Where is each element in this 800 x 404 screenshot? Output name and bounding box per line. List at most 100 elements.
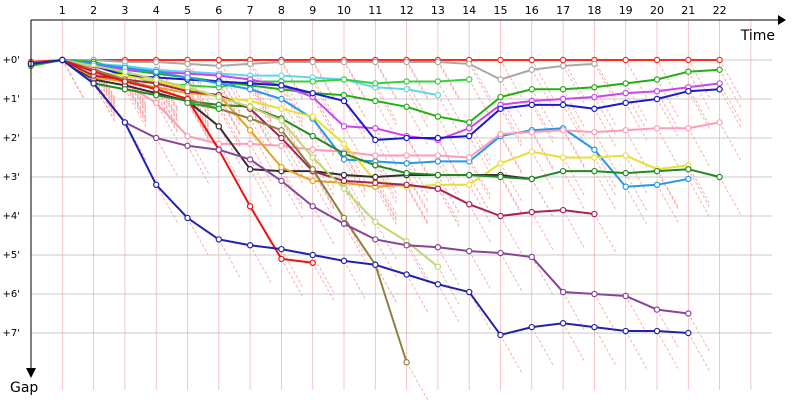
data-point [685,87,692,95]
dashed-connector [187,217,210,258]
data-point [591,146,598,153]
y-tick-label: +6' [3,289,21,300]
data-point [559,126,567,134]
data-point [184,132,191,140]
dashed-connector [343,79,367,119]
data-point [152,86,160,93]
y-axis-arrow [26,368,36,378]
dashed-connector [625,83,648,123]
dashed-connector [719,59,742,100]
data-point [497,105,504,112]
dashed-connector [406,137,429,178]
data-point [528,175,536,183]
dashed-connector [500,215,523,256]
dashed-connector [625,92,648,133]
dashed-connector [468,161,492,201]
dashed-connector [531,131,555,172]
data-point [215,105,222,112]
data-point [653,87,661,95]
data-point [340,214,348,222]
dashed-connector [500,174,523,215]
data-point [278,95,285,103]
dashed-connector [625,172,648,213]
data-point [278,105,285,112]
data-point [309,251,316,259]
data-point [403,58,410,66]
data-point [716,56,723,64]
dashed-connector [155,102,179,143]
data-point [497,76,504,83]
data-point [434,171,442,179]
dashed-connector [594,293,617,334]
data-point [528,148,536,155]
data-point [372,218,379,226]
data-point [152,181,160,188]
dashed-connector [437,284,461,324]
data-point [340,91,348,99]
data-point [152,68,160,75]
data-point [622,152,629,159]
dashed-connector [656,169,680,209]
x-tick-label: 6 [215,4,222,17]
dashed-connector [187,63,210,104]
data-point [622,183,629,190]
dashed-connector [281,180,304,221]
data-point [403,181,410,188]
dashed-connector [625,330,648,371]
dashed-connector [187,100,210,141]
data-point [278,245,285,253]
y-tick-label: +0' [3,55,21,66]
data-point [716,119,723,126]
dashed-connector [343,260,367,301]
data-point [685,310,692,317]
data-point [340,257,348,265]
data-point [309,154,316,161]
dashed-connector [656,330,680,371]
dashed-connector [374,165,398,205]
x-tick-label: 15 [494,4,508,17]
data-point [559,101,567,109]
data-point [528,253,536,261]
data-point [246,115,254,122]
data-point [528,128,536,136]
dashed-connector [531,211,555,252]
x-tick-label: 21 [681,4,695,17]
data-point [278,255,285,263]
data-point [716,80,723,87]
data-point [215,93,222,101]
dashed-connector [312,170,335,211]
dashed-connector [687,87,711,127]
dashed-connector [406,241,429,281]
data-point [559,62,567,70]
data-point [434,152,442,159]
dashed-connector [531,130,555,170]
dashed-connector [406,172,429,213]
dashed-connector [343,126,367,166]
dashed-connector [500,104,523,145]
dashed-connector [249,159,273,199]
x-tick-label: 4 [153,4,160,17]
dashed-connector [61,59,85,100]
data-point [653,125,661,132]
data-point [559,320,567,327]
data-point [152,58,160,66]
data-point [653,306,661,313]
data-point [59,56,66,64]
data-point [622,327,629,335]
dashed-connector [625,155,648,195]
dashed-connector [437,161,461,201]
data-point [309,78,316,85]
dashed-connector [594,213,617,254]
x-tick-label: 13 [431,4,445,17]
data-point [340,150,348,157]
dashed-connector [687,313,711,353]
data-point [528,56,536,64]
data-point [622,80,629,87]
x-axis-arrow [778,15,786,25]
data-point [309,259,316,266]
dashed-connector [187,102,210,143]
data-point [591,154,598,161]
dashed-connector [500,334,523,375]
data-point [497,160,504,167]
y-tick-label: +4' [3,211,21,222]
